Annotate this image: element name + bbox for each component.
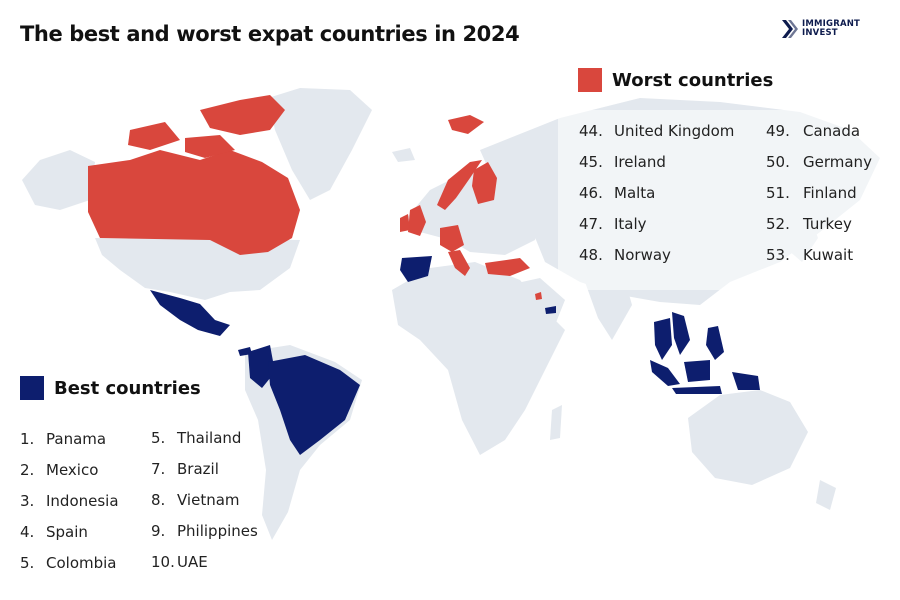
list-item: 45. Ireland xyxy=(579,153,666,171)
canada-arctic-2 xyxy=(128,122,180,150)
list-item: 48. Norway xyxy=(579,246,671,264)
best-list-col2: 5. Thailand 7. Brazil 8. Vietnam 9. Philippi… xyxy=(151,429,258,584)
page-title: The best and worst expat countries in 20… xyxy=(20,22,520,46)
brand-line-1: IMMIGRANT xyxy=(802,19,861,29)
list-item: 7. Brazil xyxy=(151,460,219,478)
list-item: 10. UAE xyxy=(151,553,208,571)
list-item: 1. Panama xyxy=(20,430,107,448)
worst-legend-header: Worst countries xyxy=(578,68,773,92)
list-item: 4. Spain xyxy=(20,523,88,541)
italy xyxy=(448,250,470,276)
kuwait xyxy=(535,292,542,300)
list-item: 5. Colombia xyxy=(20,554,117,572)
mexico xyxy=(150,290,230,336)
finland xyxy=(472,162,497,204)
list-item: 5. Thailand xyxy=(151,429,242,447)
germany xyxy=(440,225,464,252)
india xyxy=(585,280,632,340)
thailand xyxy=(654,318,672,360)
list-item: 53. Kuwait xyxy=(766,246,854,264)
list-item: 50. Germany xyxy=(766,153,872,171)
colombia xyxy=(248,345,275,388)
canada-arctic-3 xyxy=(185,135,235,158)
spain xyxy=(400,256,432,282)
australia xyxy=(688,390,808,485)
iceland xyxy=(392,148,415,162)
best-countries xyxy=(150,256,760,455)
brazil xyxy=(268,355,360,455)
best-legend-header: Best countries xyxy=(20,376,201,400)
worst-list-panel xyxy=(558,110,890,290)
worst-legend-title: Worst countries xyxy=(612,69,774,91)
vietnam xyxy=(672,312,690,355)
list-item: 9. Philippines xyxy=(151,522,258,540)
indonesia-papua xyxy=(732,372,760,390)
svalbard xyxy=(448,115,484,134)
indonesia-borneo xyxy=(684,360,710,382)
indonesia-sumatra xyxy=(650,360,680,386)
brand-line-2: INVEST xyxy=(802,28,838,38)
alaska xyxy=(22,150,95,210)
worst-list-col2: 49. Canada 50. Germany 51. Finland 52. Turke… xyxy=(766,122,872,277)
brand-logo: IMMIGRANT INVEST xyxy=(780,18,860,40)
indonesia-java xyxy=(672,386,722,394)
madagascar xyxy=(550,405,562,440)
list-item: 52. Turkey xyxy=(766,215,852,233)
arabia xyxy=(508,278,565,330)
worst-countries xyxy=(88,95,542,300)
list-item: 3. Indonesia xyxy=(20,492,119,510)
philippines xyxy=(706,326,724,360)
list-item: 2. Mexico xyxy=(20,461,99,479)
norway xyxy=(437,160,482,210)
canada xyxy=(88,150,300,255)
best-legend-title: Best countries xyxy=(54,377,201,399)
worst-swatch xyxy=(578,68,602,92)
list-item: 49. Canada xyxy=(766,122,861,140)
united-kingdom xyxy=(408,205,426,236)
new-zealand xyxy=(816,480,836,510)
list-item: 51. Finland xyxy=(766,184,857,202)
worst-list-col1: 44. United Kingdom 45. Ireland 46. Malta 47… xyxy=(579,122,734,277)
list-item: 46. Malta xyxy=(579,184,656,202)
best-swatch xyxy=(20,376,44,400)
list-item: 8. Vietnam xyxy=(151,491,240,509)
best-list-col1: 1. Panama 2. Mexico 3. Indonesia 4. Spain 5.… xyxy=(20,430,119,585)
turkey xyxy=(485,258,530,276)
list-item: 44. United Kingdom xyxy=(579,122,735,140)
canada-arctic-1 xyxy=(200,95,285,135)
uae xyxy=(545,306,556,314)
brand-mark-icon xyxy=(782,20,798,38)
ireland xyxy=(400,214,410,232)
greenland xyxy=(268,88,372,200)
list-item: 47. Italy xyxy=(579,215,647,233)
